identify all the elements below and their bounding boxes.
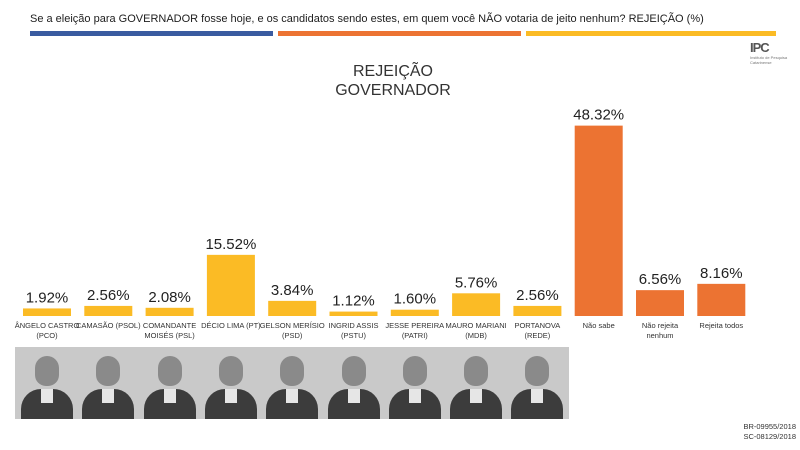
category-label-0-0: ÂNGELO CASTRO (15, 321, 80, 330)
category-label-8-1: (REDE) (524, 331, 550, 340)
portanova-photo-head (525, 356, 550, 386)
comandante-moises-photo-head (157, 356, 182, 386)
category-label-3-0: DÉCIO LIMA (PT) (201, 321, 261, 330)
category-label-2-0: COMANDANTE (143, 321, 196, 330)
bar-0 (23, 308, 71, 316)
mauro-mariani-photo-head (464, 356, 489, 386)
jesse-pereira-photo (382, 347, 447, 419)
ingrid-assis-photo-head (341, 356, 366, 386)
registration-sc: SC-08129/2018 (743, 432, 796, 441)
portanova-photo-collar (531, 389, 544, 403)
bar-10 (636, 290, 684, 316)
category-label-2-1: MOISÉS (PSL) (144, 331, 195, 340)
category-label-11-0: Rejeita todos (699, 321, 743, 330)
value-label-2: 2.08% (148, 289, 191, 306)
category-label-6-0: JESSE PEREIRA (385, 321, 444, 330)
value-label-11: 8.16% (700, 265, 743, 282)
camasao-photo-head (96, 356, 121, 386)
comandante-moises-photo-collar (163, 389, 176, 403)
logo-mark: IPC (750, 40, 770, 55)
ingrid-assis-photo-collar (347, 389, 360, 403)
portanova-photo (505, 347, 570, 419)
bar-7 (452, 293, 501, 316)
camasao-photo-collar (102, 389, 115, 403)
category-label-6-1: (PATRI) (402, 331, 428, 340)
ipc-logo: IPC Instituto de Pesquisa Catarinense (750, 40, 790, 70)
bar-3 (206, 254, 255, 316)
decio-lima-photo-head (218, 356, 243, 386)
registration-br: BR-09955/2018 (743, 422, 796, 431)
category-label-10-0: Não rejeita (642, 321, 679, 330)
value-label-8: 2.56% (516, 287, 559, 304)
mauro-mariani-photo (444, 347, 509, 419)
value-label-7: 5.76% (455, 274, 498, 291)
bar-6 (390, 309, 439, 316)
category-label-7-1: (MDB) (465, 331, 487, 340)
value-label-4: 3.84% (271, 282, 314, 299)
category-label-0-1: (PCO) (36, 331, 58, 340)
angelo-castro-photo-head (35, 356, 59, 386)
category-label-9-0: Não sabe (583, 321, 615, 330)
bar-1 (84, 305, 133, 316)
chart-title: REJEIÇÃO GOVERNADOR (0, 62, 786, 100)
jesse-pereira-photo-head (402, 356, 427, 386)
chart-title-line1: REJEIÇÃO (352, 63, 433, 80)
category-label-5-0: INGRID ASSIS (328, 321, 378, 330)
jesse-pereira-photo-collar (408, 389, 421, 403)
value-label-6: 1.60% (394, 291, 437, 308)
value-label-0: 1.92% (26, 289, 69, 306)
rule-orange (278, 31, 521, 36)
angelo-castro-photo (15, 347, 79, 419)
category-label-4-0: GELSON MERÍSIO (260, 321, 325, 330)
chart-title-line2: GOVERNADOR (335, 82, 451, 99)
bar-2 (145, 307, 194, 316)
registration-codes: BR-09955/2018 SC-08129/2018 (704, 422, 796, 442)
gelson-merisio-photo-collar (286, 389, 299, 403)
ingrid-assis-photo (321, 347, 386, 419)
category-label-10-1: nenhum (646, 331, 673, 340)
bar-9 (574, 125, 623, 316)
category-label-1-0: CAMASÃO (PSOL) (76, 321, 141, 330)
gelson-merisio-photo (260, 347, 325, 419)
value-label-10: 6.56% (639, 271, 682, 288)
mauro-mariani-photo-collar (470, 389, 483, 403)
decio-lima-photo-collar (224, 389, 237, 403)
category-label-7-0: MAURO MARIANI (445, 321, 506, 330)
value-label-9: 48.32% (573, 107, 624, 124)
gelson-merisio-photo-head (280, 356, 305, 386)
category-label-5-1: (PSTU) (341, 331, 367, 340)
bar-11 (697, 283, 746, 316)
bar-8 (513, 305, 562, 316)
category-label-4-1: (PSD) (282, 331, 303, 340)
category-label-8-0: PORTANOVA (514, 321, 560, 330)
rule-blue (30, 31, 273, 36)
bar-5 (329, 311, 378, 316)
camasao-photo (76, 347, 141, 419)
value-label-5: 1.12% (332, 293, 375, 310)
decio-lima-photo (198, 347, 263, 419)
comandante-moises-photo (137, 347, 202, 419)
value-label-1: 2.56% (87, 287, 130, 304)
bar-4 (268, 300, 317, 316)
logo-subtitle: Instituto de Pesquisa Catarinense (750, 55, 788, 65)
value-label-3: 15.52% (205, 236, 256, 253)
rule-yellow (526, 31, 776, 36)
question-text: Se a eleição para GOVERNADOR fosse hoje,… (30, 13, 704, 25)
angelo-castro-photo-collar (41, 389, 53, 403)
